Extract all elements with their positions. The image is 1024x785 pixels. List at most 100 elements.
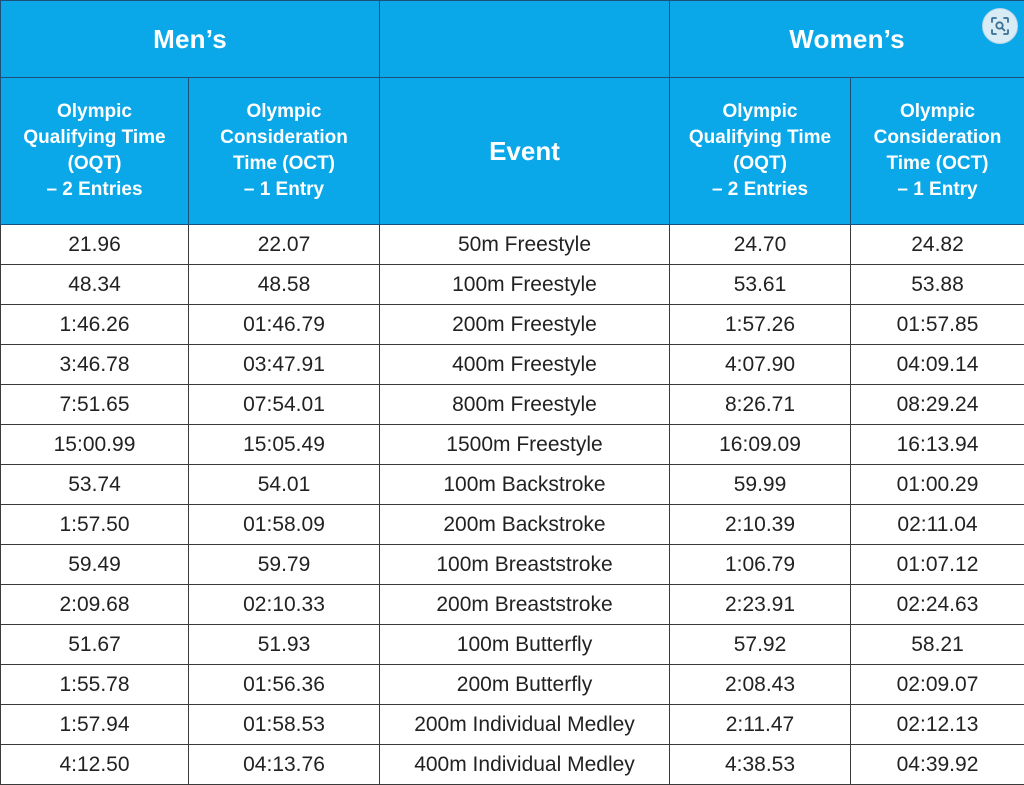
cell-women-oqt: 2:23.91 xyxy=(670,585,851,625)
cell-men-oct: 01:58.09 xyxy=(189,505,380,545)
cell-women-oct: 01:57.85 xyxy=(851,305,1024,345)
womens-oqt-header: Olympic Qualifying Time (OQT) – 2 Entrie… xyxy=(670,78,851,225)
cell-women-oqt: 2:08.43 xyxy=(670,665,851,705)
cell-event: 200m Breaststroke xyxy=(380,585,670,625)
cell-men-oct: 48.58 xyxy=(189,265,380,305)
cell-women-oct: 01:07.12 xyxy=(851,545,1024,585)
cell-women-oqt: 2:10.39 xyxy=(670,505,851,545)
cell-men-oqt: 51.67 xyxy=(1,625,189,665)
cell-men-oqt: 59.49 xyxy=(1,545,189,585)
cell-women-oct: 02:24.63 xyxy=(851,585,1024,625)
lens-glyph xyxy=(990,16,1010,36)
cell-women-oqt: 57.92 xyxy=(670,625,851,665)
cell-women-oct: 04:39.92 xyxy=(851,745,1024,785)
mens-oct-label: Olympic Consideration Time (OCT) – 1 Ent… xyxy=(189,99,379,203)
cell-women-oqt: 24.70 xyxy=(670,225,851,265)
cell-women-oct: 02:12.13 xyxy=(851,705,1024,745)
womens-oct-label: Olympic Consideration Time (OCT) – 1 Ent… xyxy=(851,99,1024,203)
cell-men-oct: 01:58.53 xyxy=(189,705,380,745)
cell-women-oct: 02:09.07 xyxy=(851,665,1024,705)
cell-event: 200m Individual Medley xyxy=(380,705,670,745)
cell-men-oqt: 2:09.68 xyxy=(1,585,189,625)
cell-men-oct: 03:47.91 xyxy=(189,345,380,385)
mens-oqt-label: Olympic Qualifying Time (OQT) – 2 Entrie… xyxy=(1,99,188,203)
cell-women-oct: 04:09.14 xyxy=(851,345,1024,385)
womens-oqt-label: Olympic Qualifying Time (OQT) – 2 Entrie… xyxy=(670,99,850,203)
cell-men-oqt: 1:55.78 xyxy=(1,665,189,705)
cell-event: 100m Backstroke xyxy=(380,465,670,505)
cell-event: 200m Freestyle xyxy=(380,305,670,345)
cell-women-oct: 02:11.04 xyxy=(851,505,1024,545)
cell-men-oct: 54.01 xyxy=(189,465,380,505)
cell-men-oct: 02:10.33 xyxy=(189,585,380,625)
cell-women-oct: 01:00.29 xyxy=(851,465,1024,505)
womens-header: Women’s xyxy=(670,1,1024,78)
cell-event: 200m Backstroke xyxy=(380,505,670,545)
cell-men-oqt: 1:57.50 xyxy=(1,505,189,545)
cell-women-oct: 58.21 xyxy=(851,625,1024,665)
cell-men-oct: 01:56.36 xyxy=(189,665,380,705)
cell-men-oqt: 4:12.50 xyxy=(1,745,189,785)
cell-men-oct: 59.79 xyxy=(189,545,380,585)
cell-women-oqt: 4:07.90 xyxy=(670,345,851,385)
header-column-row: Olympic Qualifying Time (OQT) – 2 Entrie… xyxy=(1,78,1024,225)
cell-event: 800m Freestyle xyxy=(380,385,670,425)
header-group-row: Men’s Women’s xyxy=(1,1,1024,78)
cell-event: 400m Individual Medley xyxy=(380,745,670,785)
event-header: Event xyxy=(380,78,670,225)
cell-event: 100m Freestyle xyxy=(380,265,670,305)
cell-men-oqt: 21.96 xyxy=(1,225,189,265)
cell-event: 200m Butterfly xyxy=(380,665,670,705)
womens-oct-header: Olympic Consideration Time (OCT) – 1 Ent… xyxy=(851,78,1024,225)
table-header: Men’s Women’s Olympic Qualifying Time (O… xyxy=(1,1,1024,225)
cell-event: 50m Freestyle xyxy=(380,225,670,265)
cell-event: 100m Breaststroke xyxy=(380,545,670,585)
cell-men-oct: 15:05.49 xyxy=(189,425,380,465)
cell-women-oqt: 1:06.79 xyxy=(670,545,851,585)
cell-men-oqt: 1:57.94 xyxy=(1,705,189,745)
cell-men-oct: 04:13.76 xyxy=(189,745,380,785)
cell-event: 100m Butterfly xyxy=(380,625,670,665)
mens-header: Men’s xyxy=(1,1,380,78)
cell-women-oqt: 16:09.09 xyxy=(670,425,851,465)
cell-women-oqt: 2:11.47 xyxy=(670,705,851,745)
cell-women-oct: 08:29.24 xyxy=(851,385,1024,425)
cell-men-oqt: 7:51.65 xyxy=(1,385,189,425)
cell-event: 1500m Freestyle xyxy=(380,425,670,465)
cell-men-oct: 22.07 xyxy=(189,225,380,265)
cell-men-oqt: 15:00.99 xyxy=(1,425,189,465)
mens-oct-header: Olympic Consideration Time (OCT) – 1 Ent… xyxy=(189,78,380,225)
cell-women-oqt: 8:26.71 xyxy=(670,385,851,425)
cell-men-oqt: 3:46.78 xyxy=(1,345,189,385)
cell-women-oqt: 4:38.53 xyxy=(670,745,851,785)
cell-women-oct: 53.88 xyxy=(851,265,1024,305)
cell-men-oqt: 1:46.26 xyxy=(1,305,189,345)
cell-women-oqt: 1:57.26 xyxy=(670,305,851,345)
image-search-icon[interactable] xyxy=(982,8,1018,44)
cell-women-oct: 24.82 xyxy=(851,225,1024,265)
mens-oqt-header: Olympic Qualifying Time (OQT) – 2 Entrie… xyxy=(1,78,189,225)
cell-event: 400m Freestyle xyxy=(380,345,670,385)
cell-women-oqt: 53.61 xyxy=(670,265,851,305)
cell-men-oct: 51.93 xyxy=(189,625,380,665)
cell-men-oqt: 53.74 xyxy=(1,465,189,505)
cell-men-oct: 01:46.79 xyxy=(189,305,380,345)
event-header-spacer xyxy=(380,1,670,78)
cell-women-oqt: 59.99 xyxy=(670,465,851,505)
